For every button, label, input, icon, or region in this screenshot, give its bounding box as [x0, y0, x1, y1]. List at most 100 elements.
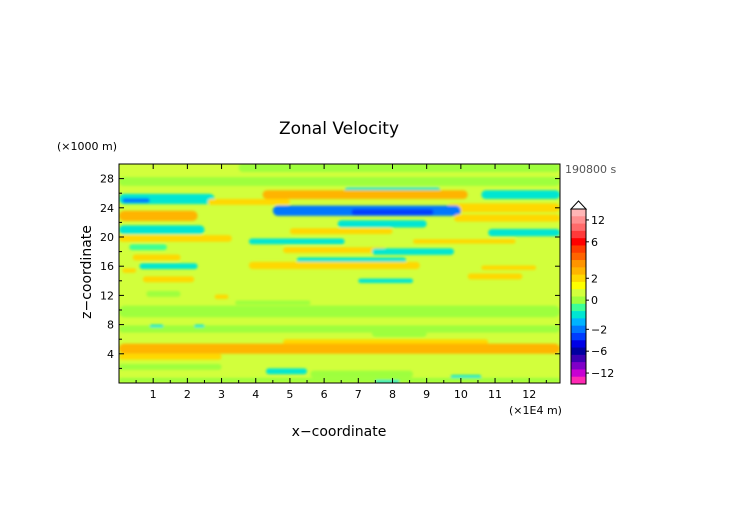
- colorbar-swatch: [571, 260, 586, 268]
- velocity-band: [119, 325, 560, 333]
- velocity-band: [289, 228, 393, 235]
- velocity-band: [129, 244, 167, 251]
- x-tick-label: 8: [389, 388, 396, 401]
- colorbar-swatch: [571, 245, 586, 254]
- velocity-band: [142, 276, 195, 283]
- x-tick-label: 5: [286, 388, 293, 401]
- velocity-band: [248, 238, 345, 245]
- velocity-band: [447, 203, 560, 213]
- colorbar-swatch: [571, 303, 586, 312]
- chart-title: Zonal Velocity: [279, 119, 399, 139]
- velocity-band: [358, 278, 413, 283]
- y-tick-label: 4: [107, 348, 114, 361]
- colorbar-tick-label: 2: [591, 272, 598, 285]
- x-unit-label: (×1E4 m): [509, 404, 562, 417]
- velocity-band: [283, 247, 386, 254]
- velocity-band: [122, 268, 137, 273]
- colorbar-swatch: [571, 209, 586, 217]
- y-axis: 4 8 12 16 20 24 28: [100, 173, 560, 369]
- plot-frame: [118, 163, 561, 384]
- y-tick-label: 24: [100, 202, 114, 215]
- velocity-bands: [119, 164, 560, 383]
- colorbar-swatch: [571, 230, 586, 239]
- colorbar-swatch: [571, 238, 586, 246]
- y-tick-label: 8: [107, 319, 114, 332]
- x-tick-label: 6: [321, 388, 328, 401]
- colorbar-frame: [570, 208, 587, 385]
- y-tick-label: 12: [100, 289, 114, 302]
- colorbar-swatch: [571, 340, 586, 349]
- velocity-band: [351, 209, 434, 216]
- velocity-band: [149, 324, 164, 328]
- velocity-band: [481, 265, 537, 270]
- velocity-band: [337, 220, 427, 228]
- x-axis-label: x−coordinate: [292, 424, 387, 440]
- colorbar-swatch: [571, 354, 586, 363]
- velocity-band: [119, 235, 232, 242]
- velocity-band: [132, 254, 181, 261]
- velocity-band: [119, 343, 560, 354]
- colorbar-tick-label: −2: [591, 323, 607, 336]
- velocity-band: [262, 190, 468, 200]
- colorbar-swatch: [571, 332, 586, 341]
- contour-plot-area: [119, 164, 560, 383]
- x-tick-label: 4: [252, 388, 259, 401]
- velocity-band: [266, 368, 308, 375]
- velocity-band: [488, 228, 560, 237]
- velocity-band: [467, 273, 523, 280]
- y-axis-label: z−coordinate: [79, 225, 95, 319]
- velocity-band: [119, 364, 222, 370]
- velocity-band: [119, 377, 560, 383]
- colorbar-swatch: [571, 223, 586, 232]
- velocity-band: [122, 198, 150, 203]
- y-tick-label: 28: [100, 173, 114, 186]
- x-tick-label: 12: [522, 388, 536, 401]
- colorbar-swatch: [571, 216, 586, 225]
- velocity-band: [194, 324, 205, 328]
- velocity-band: [238, 164, 560, 173]
- x-tick-label: 3: [218, 388, 225, 401]
- colorbar-swatch: [571, 267, 586, 276]
- y-tick-label: 16: [100, 260, 114, 273]
- colorbar-tick-label: 0: [591, 294, 598, 307]
- time-label: 190800 s: [565, 163, 616, 176]
- colorbar-swatch: [571, 369, 586, 378]
- colorbar-swatch: [571, 376, 586, 385]
- colorbar-swatch: [571, 347, 586, 356]
- x-tick-label: 10: [454, 388, 468, 401]
- y-tick-label: 20: [100, 231, 114, 244]
- velocity-band: [371, 329, 427, 338]
- colorbar-swatch: [571, 362, 586, 370]
- colorbar-swatch: [571, 252, 586, 261]
- velocity-band: [119, 210, 198, 221]
- colorbar-tick-label: −12: [591, 367, 614, 380]
- velocity-band: [371, 248, 455, 255]
- velocity-band: [413, 239, 516, 244]
- velocity-band: [119, 177, 560, 186]
- colorbar-swatch: [571, 281, 586, 290]
- x-tick-label: 1: [150, 388, 157, 401]
- x-tick-label: 11: [488, 388, 502, 401]
- velocity-band: [119, 225, 205, 235]
- velocity-band: [235, 300, 311, 305]
- velocity-band: [454, 214, 560, 222]
- velocity-band: [375, 380, 400, 383]
- x-axis: 1 2 3 4 5 6 7 8 9 10 11 12: [135, 164, 547, 401]
- colorbar-cap: [569, 200, 588, 210]
- velocity-band: [146, 291, 181, 297]
- velocity-band: [207, 199, 290, 205]
- x-tick-label: 7: [355, 388, 362, 401]
- velocity-band: [214, 294, 229, 300]
- colorbar-swatch: [571, 318, 586, 327]
- y-unit-label: (×1000 m): [57, 140, 117, 153]
- colorbar-swatch: [571, 289, 586, 297]
- velocity-band: [119, 353, 222, 360]
- colorbar-swatch: [571, 325, 586, 334]
- velocity-band: [139, 263, 198, 270]
- x-tick-label: 9: [423, 388, 430, 401]
- colorbar-tick-label: −6: [591, 345, 607, 358]
- velocity-band: [248, 261, 420, 270]
- colorbar-tick-label: 12: [591, 214, 605, 227]
- colorbar: 12 6 2 0 −2 −6 −12: [569, 200, 614, 385]
